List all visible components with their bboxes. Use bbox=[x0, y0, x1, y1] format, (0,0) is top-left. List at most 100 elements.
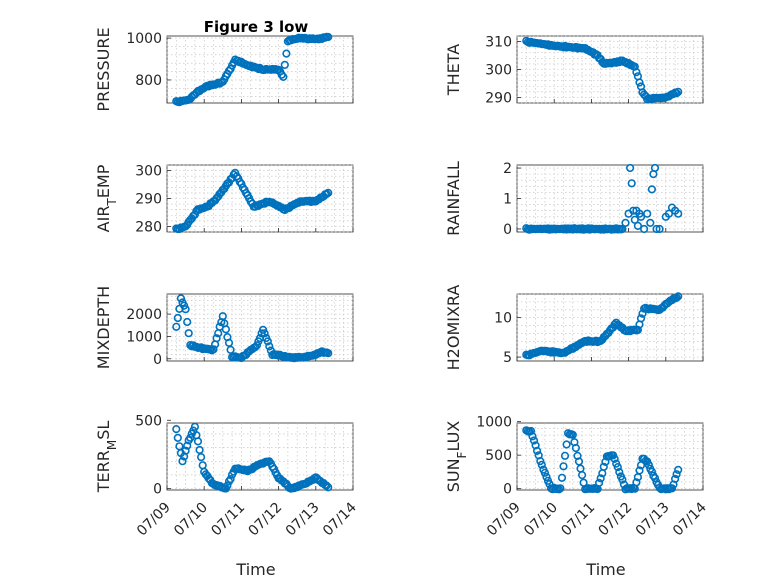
data-point bbox=[627, 179, 636, 188]
x-tick-label: 07/13 bbox=[283, 500, 323, 540]
y-axis-label-main: MIXDEPTH bbox=[94, 286, 113, 369]
data-point bbox=[618, 475, 627, 484]
data-point bbox=[615, 468, 624, 477]
data-point bbox=[173, 313, 182, 323]
y-tick-label: 2000 bbox=[126, 307, 162, 323]
series-markers bbox=[172, 294, 333, 363]
data-point bbox=[674, 87, 683, 96]
data-point bbox=[559, 462, 568, 471]
data-point bbox=[221, 325, 230, 334]
y-tick-label: 1000 bbox=[126, 31, 162, 47]
x-tick-label: 07/11 bbox=[208, 500, 248, 540]
data-point bbox=[178, 457, 187, 466]
y-tick-label: 300 bbox=[485, 63, 512, 79]
data-point bbox=[647, 467, 657, 476]
y-tick-label: 280 bbox=[135, 219, 162, 235]
data-point bbox=[629, 206, 638, 215]
y-axis-label-main: THETA bbox=[444, 44, 463, 96]
data-point bbox=[557, 473, 567, 482]
figure-title: Figure 3 low bbox=[204, 18, 309, 36]
x-tick-label: 07/13 bbox=[633, 500, 673, 540]
series-markers bbox=[522, 426, 683, 494]
y-axis-label-main: PRESSURE bbox=[94, 27, 113, 111]
data-point bbox=[184, 329, 193, 338]
data-point bbox=[636, 212, 646, 221]
data-point bbox=[172, 322, 181, 331]
y-axis-label-subscript: M bbox=[105, 440, 119, 450]
y-tick-label: 5 bbox=[503, 350, 512, 366]
data-point bbox=[172, 425, 181, 434]
data-point bbox=[672, 293, 681, 302]
data-point bbox=[635, 466, 644, 475]
y-tick-label: 0 bbox=[153, 482, 162, 498]
data-point bbox=[324, 32, 333, 42]
x-tick-label: 07/09 bbox=[484, 500, 524, 540]
y-axis-label-main: SUN bbox=[444, 458, 463, 492]
y-axis-label-subscript: T bbox=[105, 198, 119, 207]
data-point bbox=[644, 460, 653, 470]
y-axis-label-subscript: F bbox=[455, 451, 469, 458]
data-point bbox=[647, 185, 657, 194]
data-point bbox=[639, 224, 649, 234]
data-point bbox=[197, 453, 206, 462]
y-axis-label: SUNFLUX bbox=[444, 421, 469, 493]
y-axis-label-suffix: LUX bbox=[444, 421, 463, 452]
subplot-5: 0 1000 2000 MIXDEPTH bbox=[94, 286, 354, 369]
y-axis-label: PRESSURE bbox=[94, 27, 113, 111]
y-tick-label: 2 bbox=[503, 161, 512, 177]
data-point bbox=[324, 483, 333, 492]
y-tick-label: 500 bbox=[485, 448, 512, 464]
data-point bbox=[635, 78, 644, 87]
y-tick-label: 800 bbox=[135, 73, 162, 89]
data-point bbox=[528, 432, 537, 441]
y-axis-label: THETA bbox=[444, 44, 463, 96]
data-point bbox=[183, 441, 192, 450]
y-axis-label: MIXDEPTH bbox=[94, 286, 113, 369]
data-point bbox=[562, 440, 571, 449]
x-tick-label: 07/10 bbox=[521, 500, 561, 540]
data-point bbox=[621, 218, 630, 227]
data-point bbox=[324, 349, 333, 358]
series-markers bbox=[172, 168, 333, 234]
data-point bbox=[322, 481, 331, 490]
data-point bbox=[193, 437, 203, 446]
data-point bbox=[176, 294, 185, 303]
x-tick-label: 07/09 bbox=[134, 500, 174, 540]
y-axis-label: AIRTEMP bbox=[94, 164, 119, 232]
data-point bbox=[181, 305, 190, 314]
data-point bbox=[282, 49, 291, 58]
data-point bbox=[630, 215, 639, 224]
y-axis-label-suffix: SL bbox=[94, 421, 113, 440]
data-point bbox=[537, 460, 546, 469]
data-point bbox=[636, 314, 646, 323]
data-point bbox=[632, 478, 641, 487]
y-tick-label: 1 bbox=[503, 192, 512, 208]
y-tick-label: 290 bbox=[485, 90, 512, 106]
data-point bbox=[173, 433, 182, 443]
y-tick-label: 310 bbox=[485, 35, 512, 51]
y-tick-label: 1000 bbox=[476, 415, 512, 431]
y-axis-label-suffix: EMP bbox=[94, 164, 113, 198]
data-point bbox=[223, 481, 232, 490]
data-point bbox=[594, 478, 604, 488]
subplot-2: 290 300 310 THETA bbox=[444, 35, 704, 106]
data-point bbox=[209, 345, 218, 354]
data-point bbox=[218, 312, 227, 321]
grid bbox=[516, 35, 704, 104]
data-point bbox=[596, 474, 605, 483]
data-point bbox=[279, 72, 288, 81]
data-point bbox=[540, 468, 550, 477]
y-tick-label: 10 bbox=[494, 311, 512, 327]
data-point bbox=[613, 463, 622, 472]
data-point bbox=[625, 163, 635, 173]
y-tick-label: 0 bbox=[153, 352, 162, 368]
data-point bbox=[529, 436, 539, 445]
data-point bbox=[655, 224, 664, 234]
data-point bbox=[532, 446, 542, 456]
y-axis-label-main: AIR bbox=[94, 206, 113, 233]
y-tick-label: 500 bbox=[135, 413, 162, 429]
x-tick-label: 07/10 bbox=[171, 500, 211, 540]
